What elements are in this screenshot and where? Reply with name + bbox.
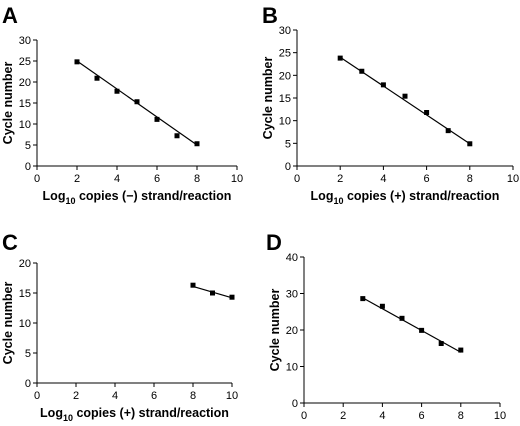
panel-letter: B: [262, 3, 278, 28]
y-tick-label: 10: [19, 318, 31, 330]
data-point: [337, 55, 343, 61]
x-tick-label: 10: [507, 173, 519, 185]
y-axis-label: Cycle number: [261, 57, 275, 140]
x-tick-label: 6: [151, 390, 157, 402]
y-tick-label: 20: [19, 77, 31, 89]
y-tick-label: 25: [19, 56, 31, 68]
y-tick-label: 5: [25, 140, 31, 152]
data-point: [402, 93, 408, 99]
panel-a: A 0 2 4 6 8 10 0 5 10 15 20 25 30 Log10 copies (−) str…: [1, 3, 243, 206]
x-axis-label: Log10 copies (+) strand/reaction: [40, 406, 229, 423]
data-point: [458, 347, 464, 353]
x-tick-label: 6: [419, 410, 425, 422]
data-point: [445, 128, 451, 134]
x-tick-label: 2: [73, 390, 79, 402]
y-tick-label: 40: [286, 252, 298, 264]
y-tick-label: 10: [279, 116, 291, 128]
y-tick-label: 15: [279, 93, 291, 105]
y-tick-label: 10: [286, 362, 298, 374]
data-point: [360, 296, 366, 302]
data-point: [399, 315, 405, 321]
y-tick-label: 0: [285, 161, 291, 173]
data-point: [380, 82, 386, 88]
y-tick-label: 5: [285, 138, 291, 150]
y-axis-label: Cycle number: [1, 282, 15, 365]
y-tick-label: 0: [25, 161, 31, 173]
panel-letter: C: [2, 230, 18, 255]
regression-line: [362, 297, 462, 353]
x-tick-label: 10: [226, 390, 238, 402]
y-tick-label: 10: [19, 119, 31, 131]
x-tick-label: 4: [112, 390, 118, 402]
data-point: [190, 282, 196, 288]
data-point: [134, 99, 140, 105]
data-point: [154, 116, 160, 122]
y-tick-label: 15: [19, 288, 31, 300]
y-tick-label: 0: [292, 398, 298, 410]
data-point: [359, 68, 365, 74]
x-tick-label: 2: [74, 173, 80, 185]
data-point: [174, 133, 180, 139]
x-tick-label: 8: [190, 390, 196, 402]
y-tick-label: 15: [19, 98, 31, 110]
y-tick-label: 20: [286, 325, 298, 337]
x-tick-label: 8: [194, 173, 200, 185]
data-point: [114, 88, 120, 94]
data-point: [467, 141, 473, 147]
data-point: [379, 303, 385, 309]
y-axis-label: Cycle number: [1, 62, 15, 145]
panel-d: D0246810010203040Log10 copies (+) strand…: [266, 230, 506, 422]
x-tick-label: 4: [379, 410, 385, 422]
data-point: [419, 327, 425, 333]
y-tick-label: 20: [279, 70, 291, 82]
x-axis-label: Log10 copies (+) strand/reaction: [311, 189, 500, 206]
x-tick-label: 8: [467, 173, 473, 185]
y-tick-label: 30: [19, 35, 31, 47]
x-tick-label: 2: [340, 410, 346, 422]
y-tick-label: 25: [279, 48, 291, 60]
y-tick-label: 5: [25, 348, 31, 360]
x-tick-label: 0: [34, 173, 40, 185]
panel-letter: D: [266, 230, 282, 255]
x-tick-label: 8: [458, 410, 464, 422]
x-tick-label: 6: [154, 173, 160, 185]
y-tick-label: 30: [286, 289, 298, 301]
x-tick-label: 0: [34, 390, 40, 402]
y-tick-label: 20: [19, 258, 31, 270]
data-point: [229, 294, 235, 300]
data-point: [438, 341, 444, 347]
x-tick-label: 2: [337, 173, 343, 185]
y-axis-label: Cycle number: [268, 289, 282, 372]
data-point: [94, 75, 100, 81]
x-tick-label: 6: [424, 173, 430, 185]
x-tick-label: 10: [494, 410, 506, 422]
panel-letter: A: [2, 3, 18, 28]
x-tick-label: 0: [294, 173, 300, 185]
data-point: [210, 290, 215, 296]
panel-b: B 0 2 4 6 8 10 0 5 10 15 20 25 30 Log10 copies (+) str…: [261, 3, 519, 206]
data-point: [424, 110, 430, 116]
x-tick-label: 4: [380, 173, 386, 185]
data-point: [74, 59, 80, 65]
y-tick-label: 0: [25, 378, 31, 390]
y-tick-label: 30: [279, 25, 291, 37]
x-tick-label: 10: [231, 173, 243, 185]
data-point: [194, 141, 200, 147]
x-axis-label: Log10 copies (−) strand/reaction: [43, 189, 232, 206]
x-tick-label: 0: [301, 410, 307, 422]
x-tick-label: 4: [114, 173, 120, 185]
panel-c: C 0 2 4 6 8 10 0 5 10 15 20 Log10 copies (+) strand/…: [1, 230, 238, 423]
